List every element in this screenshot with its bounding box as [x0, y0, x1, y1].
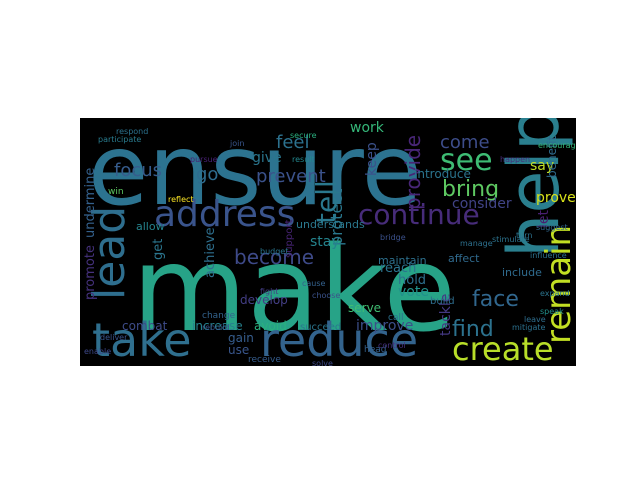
word-gain: gain	[228, 331, 254, 345]
word-understands: understands	[296, 218, 365, 231]
word-affect: affect	[448, 252, 480, 265]
word-enable: enable	[84, 347, 111, 356]
word-allow: allow	[136, 220, 165, 233]
word-face: face	[472, 287, 519, 312]
word-leave: leave	[524, 315, 546, 324]
word-happen: happen	[500, 155, 530, 164]
word-see: see	[440, 143, 493, 178]
word-maintain: maintain	[378, 254, 427, 267]
word-build: build	[430, 296, 455, 307]
word-reflect: reflect	[168, 195, 194, 204]
word-manage: manage	[460, 239, 493, 248]
word-bring: bring	[442, 177, 499, 202]
word-let: let	[536, 209, 552, 228]
word-make: make	[132, 220, 456, 358]
word-come: come	[440, 132, 490, 153]
word-promote: promote	[83, 245, 98, 300]
word-suggest: suggest	[536, 223, 568, 232]
word-get: get	[151, 239, 166, 260]
word-feel: feel	[276, 132, 310, 153]
word-respond: respond	[116, 127, 148, 136]
word-solve: solve	[312, 359, 333, 366]
word-secure: secure	[290, 131, 317, 140]
word-lead: lead	[84, 206, 135, 300]
word-control: control	[378, 341, 406, 350]
word-support: support	[284, 220, 295, 258]
word-create: create	[452, 330, 554, 366]
word-expand: expand	[540, 289, 570, 298]
word-result: result	[292, 155, 315, 164]
word-speak: speak	[540, 307, 564, 316]
word-help: help	[493, 118, 575, 258]
word-fight: fight	[260, 287, 278, 296]
word-remain: remain	[539, 225, 576, 344]
word-keep: keep	[364, 142, 380, 176]
word-work: work	[350, 120, 385, 136]
word-use: use	[228, 343, 249, 357]
word-head: head	[364, 345, 386, 355]
word-become: become	[234, 245, 314, 269]
word-call: call	[388, 313, 403, 323]
word-join: join	[229, 139, 244, 148]
word-cloud: ensure make help take reduce address create con…	[80, 118, 576, 366]
word-turn: turn	[516, 231, 532, 240]
word-go: go	[196, 164, 218, 185]
word-provide: provide	[401, 135, 425, 210]
word-address: address	[154, 194, 295, 235]
word-rebuild: rebuild	[202, 323, 230, 332]
word-succeed: succeed	[300, 322, 341, 333]
word-stay: stay	[310, 234, 340, 250]
word-benefit: benefit	[545, 135, 559, 178]
word-pursue: pursue	[190, 155, 218, 164]
word-mitigate: mitigate	[512, 323, 545, 332]
word-tackle: tackle	[438, 294, 454, 336]
word-introduce: introduce	[414, 167, 471, 181]
word-participate: participate	[98, 135, 141, 144]
word-focus: focus	[114, 160, 162, 181]
word-cause: cause	[302, 279, 326, 288]
word-budget: budget	[260, 247, 288, 256]
word-choose: choose	[312, 291, 340, 300]
word-influence: influence	[530, 251, 567, 260]
word-continue: continue	[358, 198, 480, 231]
word-avoid: avoid	[254, 319, 287, 333]
word-say: say	[530, 158, 554, 174]
word-change: change	[202, 311, 236, 321]
word-stimulate: stimulate	[492, 235, 530, 244]
word-combat: combat	[122, 319, 168, 333]
word-reach: reach	[380, 261, 416, 276]
word-vote: vote	[398, 284, 429, 300]
word-hold: hold	[398, 273, 426, 288]
word-prove: prove	[536, 190, 576, 206]
word-serve: serve	[348, 301, 381, 315]
word-bridge: bridge	[380, 233, 406, 242]
word-protect: protect	[327, 189, 346, 246]
word-prevent: prevent	[256, 166, 326, 187]
word-find: find	[452, 317, 494, 342]
word-develop: develop	[240, 293, 288, 307]
word-consider: consider	[452, 196, 512, 212]
word-take: take	[92, 313, 192, 366]
word-tell: tell	[310, 180, 343, 224]
word-ensure: ensure	[88, 118, 422, 228]
word-undermine: undermine	[83, 168, 98, 238]
word-increase: increase	[192, 319, 243, 333]
word-improve: improve	[356, 318, 413, 334]
word-reduce: reduce	[260, 313, 418, 366]
word-deliver: deliver	[100, 333, 128, 342]
word-give: give	[252, 150, 282, 166]
word-receive: receive	[248, 355, 281, 365]
word-include: include	[502, 266, 542, 279]
word-win: win	[108, 187, 124, 197]
word-achieve: achieve	[203, 227, 218, 278]
word-encourage: encourage	[538, 141, 576, 150]
